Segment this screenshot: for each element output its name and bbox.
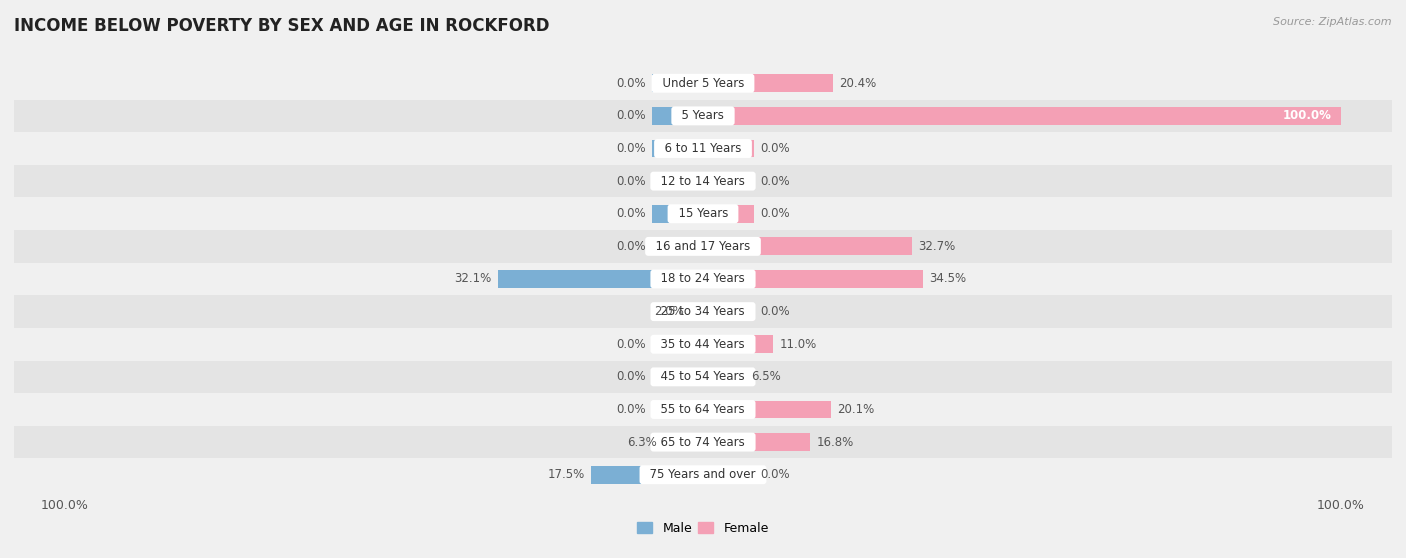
Text: 0.0%: 0.0% [761,175,790,187]
Text: 0.0%: 0.0% [761,207,790,220]
Text: 25 to 34 Years: 25 to 34 Years [654,305,752,318]
Text: 0.0%: 0.0% [616,371,645,383]
Text: 0.0%: 0.0% [761,142,790,155]
Bar [498,270,703,288]
Legend: Male, Female: Male, Female [633,517,773,540]
Bar [703,74,834,92]
Text: 0.0%: 0.0% [616,109,645,122]
Text: 0.0%: 0.0% [761,305,790,318]
Bar [662,433,703,451]
Bar [703,335,773,353]
Bar [0,360,1406,393]
Text: 34.5%: 34.5% [929,272,966,286]
Text: 100.0%: 100.0% [1282,109,1331,122]
Text: 45 to 54 Years: 45 to 54 Years [654,371,752,383]
Text: 65 to 74 Years: 65 to 74 Years [654,436,752,449]
Text: 6.3%: 6.3% [627,436,657,449]
Text: 0.0%: 0.0% [616,338,645,351]
Text: 12 to 14 Years: 12 to 14 Years [654,175,752,187]
Bar [0,67,1406,99]
Bar [703,433,810,451]
Bar [652,107,703,125]
Text: 0.0%: 0.0% [616,240,645,253]
Text: 5 Years: 5 Years [675,109,731,122]
Bar [652,368,703,386]
Bar [0,263,1406,295]
Bar [652,205,703,223]
Bar [652,335,703,353]
Bar [0,198,1406,230]
Text: 32.7%: 32.7% [918,240,955,253]
Text: 11.0%: 11.0% [779,338,817,351]
Bar [652,237,703,256]
Bar [703,368,744,386]
Text: 16 and 17 Years: 16 and 17 Years [648,240,758,253]
Text: INCOME BELOW POVERTY BY SEX AND AGE IN ROCKFORD: INCOME BELOW POVERTY BY SEX AND AGE IN R… [14,17,550,35]
Bar [703,140,754,157]
Bar [703,205,754,223]
Bar [703,270,924,288]
Bar [0,328,1406,360]
Bar [703,107,1341,125]
Bar [703,401,831,418]
Text: 17.5%: 17.5% [548,468,585,481]
Bar [0,393,1406,426]
Text: 32.1%: 32.1% [454,272,492,286]
Bar [652,401,703,418]
Bar [652,172,703,190]
Bar [592,466,703,484]
Text: 2.0%: 2.0% [654,305,683,318]
Bar [652,74,703,92]
Text: 18 to 24 Years: 18 to 24 Years [654,272,752,286]
Text: 55 to 64 Years: 55 to 64 Years [654,403,752,416]
Text: 0.0%: 0.0% [616,142,645,155]
Text: 6.5%: 6.5% [751,371,780,383]
Bar [0,459,1406,491]
Bar [703,172,754,190]
Text: 75 Years and over: 75 Years and over [643,468,763,481]
Text: 0.0%: 0.0% [616,175,645,187]
Text: 0.0%: 0.0% [616,207,645,220]
Text: 20.1%: 20.1% [838,403,875,416]
Text: 0.0%: 0.0% [616,403,645,416]
Text: Under 5 Years: Under 5 Years [655,77,751,90]
Bar [690,302,703,321]
Text: 0.0%: 0.0% [761,468,790,481]
Bar [703,466,754,484]
Text: 16.8%: 16.8% [817,436,853,449]
Bar [0,132,1406,165]
Bar [0,165,1406,198]
Bar [0,295,1406,328]
Bar [0,230,1406,263]
Bar [652,140,703,157]
Text: 35 to 44 Years: 35 to 44 Years [654,338,752,351]
Text: 20.4%: 20.4% [839,77,877,90]
Bar [703,237,911,256]
Text: 6 to 11 Years: 6 to 11 Years [657,142,749,155]
Bar [703,302,754,321]
Bar [0,426,1406,459]
Text: 15 Years: 15 Years [671,207,735,220]
Text: Source: ZipAtlas.com: Source: ZipAtlas.com [1274,17,1392,27]
Bar [0,99,1406,132]
Text: 0.0%: 0.0% [616,77,645,90]
